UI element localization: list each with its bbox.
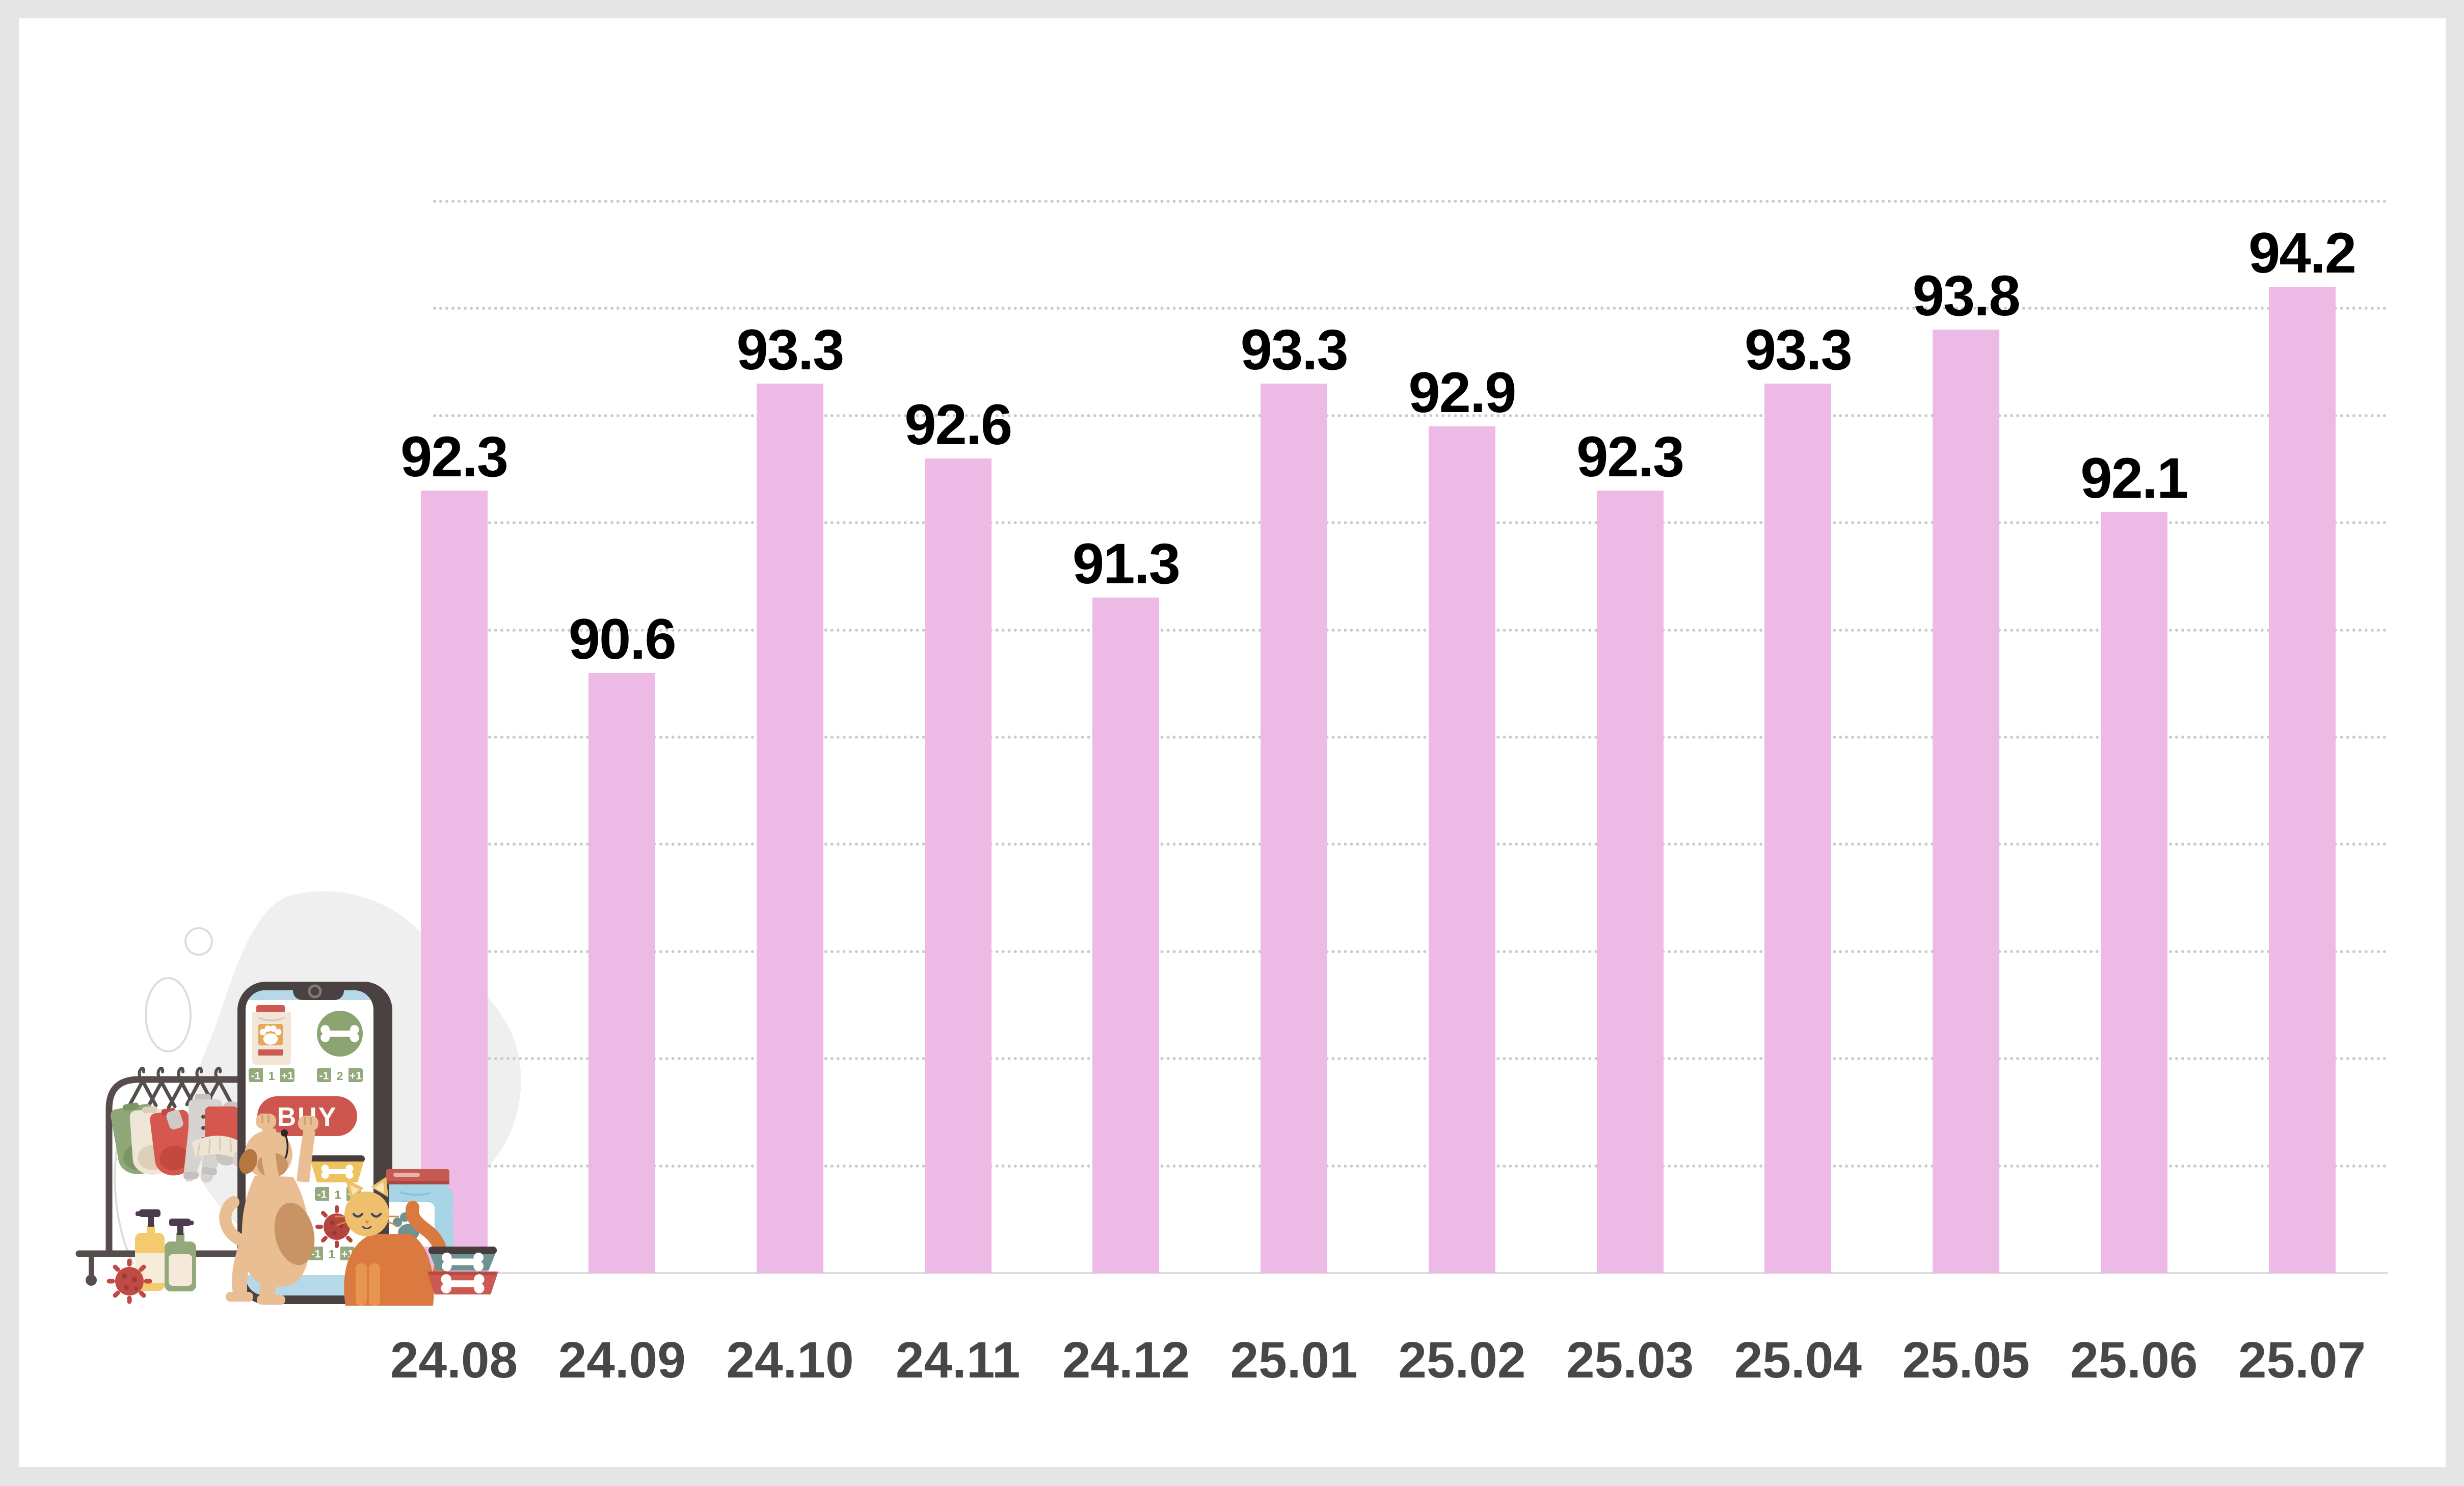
x-tick-label-25.02: 25.02 xyxy=(1398,1332,1526,1389)
bar-25.01 xyxy=(1261,383,1328,1273)
decor-outline-egg xyxy=(145,977,192,1052)
cat-eye-right xyxy=(370,1212,382,1218)
bar-25.04 xyxy=(1764,383,1832,1273)
quantity-stepper-1: -1 1 +1 xyxy=(249,1067,294,1083)
gridline-89 xyxy=(433,843,2388,846)
svg-text:-1: -1 xyxy=(251,1070,261,1082)
pet-shopping-illustration: -1 1 +1 -1 2 +1 BUY xyxy=(75,982,498,1306)
bar-24.12 xyxy=(1092,598,1160,1273)
svg-text:-1: -1 xyxy=(319,1070,329,1082)
x-tick-label-24.09: 24.09 xyxy=(558,1332,686,1389)
bar-25.06 xyxy=(2100,512,2167,1273)
value-label-25.04: 93.3 xyxy=(1744,317,1853,382)
dog-nose xyxy=(281,1129,288,1137)
value-label-25.03: 92.3 xyxy=(1576,425,1684,489)
striped-cuff xyxy=(166,1110,183,1130)
food-pouch-item xyxy=(252,1005,291,1065)
bar-24.09 xyxy=(588,672,656,1273)
svg-text:1: 1 xyxy=(269,1069,275,1083)
bar-25.03 xyxy=(1596,491,1664,1273)
pet-bowls xyxy=(427,1247,498,1294)
gridline-92 xyxy=(433,521,2388,525)
gridline-88 xyxy=(433,950,2388,953)
x-tick-label-25.06: 25.06 xyxy=(2070,1332,2198,1389)
svg-text:-1: -1 xyxy=(311,1249,321,1260)
x-tick-label-25.01: 25.01 xyxy=(1230,1332,1358,1389)
svg-text:1: 1 xyxy=(335,1188,341,1201)
quantity-stepper-4: -1 1 +1 xyxy=(309,1246,355,1261)
bar-25.05 xyxy=(1933,330,2000,1273)
bowl-item xyxy=(310,1155,365,1182)
gridline-87 xyxy=(433,1057,2388,1061)
pet-clothes xyxy=(111,1094,248,1183)
bar-24.08 xyxy=(420,491,488,1273)
bar-24.10 xyxy=(756,383,823,1273)
x-tick-label-24.08: 24.08 xyxy=(390,1332,518,1389)
x-tick-label-25.03: 25.03 xyxy=(1566,1332,1694,1389)
x-tick-label-24.11: 24.11 xyxy=(895,1332,1021,1389)
value-label-25.06: 92.1 xyxy=(2080,446,2188,510)
svg-text:2: 2 xyxy=(337,1069,343,1083)
x-tick-label-24.12: 24.12 xyxy=(1062,1332,1190,1389)
gridline-94 xyxy=(433,307,2388,310)
value-label-24.10: 93.3 xyxy=(736,317,844,382)
value-label-24.08: 92.3 xyxy=(400,425,508,489)
shampoo-bottles xyxy=(135,1209,196,1291)
value-label-25.02: 92.9 xyxy=(1408,360,1516,424)
value-label-24.11: 92.6 xyxy=(904,392,1012,456)
gridline-93 xyxy=(433,414,2388,417)
gridline-91 xyxy=(433,628,2388,632)
gridline-86 xyxy=(433,1164,2388,1168)
quantity-stepper-2: -1 2 +1 xyxy=(317,1067,363,1083)
value-label-25.05: 93.8 xyxy=(1912,264,2021,328)
camera-icon xyxy=(308,984,322,998)
value-label-25.07: 94.2 xyxy=(2248,221,2356,285)
value-label-24.09: 90.6 xyxy=(568,607,677,671)
svg-text:+1: +1 xyxy=(281,1070,293,1082)
gridline-90 xyxy=(433,736,2388,739)
x-axis-line xyxy=(433,1272,2388,1274)
x-tick-label-25.04: 25.04 xyxy=(1734,1332,1862,1389)
red-sweater xyxy=(150,1108,194,1176)
x-tick-label-24.10: 24.10 xyxy=(726,1332,854,1389)
bar-25.07 xyxy=(2268,287,2336,1273)
decor-outline-circle xyxy=(184,927,213,956)
cat xyxy=(334,1177,448,1306)
dog-ear xyxy=(239,1149,257,1174)
value-label-24.12: 91.3 xyxy=(1072,532,1181,596)
cat-eye-left xyxy=(352,1212,364,1218)
svg-text:1: 1 xyxy=(329,1248,335,1261)
bar-24.11 xyxy=(924,458,992,1273)
x-tick-label-25.05: 25.05 xyxy=(1902,1332,2030,1389)
svg-text:+1: +1 xyxy=(350,1070,362,1082)
svg-text:-1: -1 xyxy=(317,1189,327,1201)
bar-25.02 xyxy=(1428,426,1495,1273)
dog xyxy=(219,1114,318,1305)
spiky-ball-left xyxy=(106,1258,152,1304)
gridline-95 xyxy=(433,200,2388,203)
x-tick-label-25.07: 25.07 xyxy=(2238,1332,2366,1389)
value-label-25.01: 93.3 xyxy=(1240,317,1349,382)
